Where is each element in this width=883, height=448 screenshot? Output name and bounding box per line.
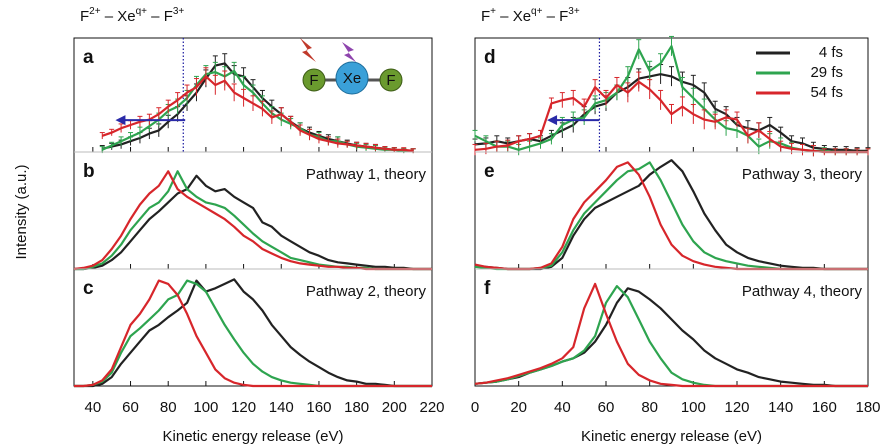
- x-tick-label: 60: [598, 399, 615, 416]
- x-tick-label: 220: [419, 399, 444, 416]
- x-tick-label: 100: [681, 399, 706, 416]
- panel-letter: e: [484, 161, 495, 182]
- series-line: [74, 279, 432, 388]
- x-axis-label: Kinetic energy release (eV): [163, 428, 344, 445]
- title-text: – Xe: [496, 8, 531, 25]
- atom-label: F: [386, 72, 395, 89]
- series-line: [73, 170, 432, 271]
- atom-label: F: [309, 72, 318, 89]
- series-line: [74, 170, 432, 271]
- x-axis-label: Kinetic energy release (eV): [581, 428, 762, 445]
- panel-annotation: Pathway 3, theory: [742, 166, 863, 183]
- panel-letter: a: [83, 47, 94, 68]
- x-tick-label: 140: [269, 399, 294, 416]
- legend-label: 54 fs: [810, 84, 843, 101]
- x-tick-label: 20: [510, 399, 527, 416]
- series-line: [474, 45, 868, 154]
- title-text: – Xe: [101, 8, 136, 25]
- laser-bolt: [300, 38, 316, 62]
- title-text: F: [80, 8, 89, 25]
- panel-annotation: Pathway 4, theory: [742, 283, 863, 300]
- y-axis-label: Intensity (a.u.): [13, 164, 30, 259]
- column-title: F+ – Xeq+ – F3+: [481, 6, 580, 25]
- title-text: F: [481, 8, 490, 25]
- panel-letter: f: [484, 278, 491, 299]
- laser-bolt: [342, 42, 356, 62]
- panel-annotation: Pathway 2, theory: [306, 283, 427, 300]
- x-tick-label: 40: [84, 399, 101, 416]
- title-sup: q+: [136, 6, 148, 17]
- title-sup: 2+: [89, 6, 101, 17]
- column-title: F2+ – Xeq+ – F3+: [80, 6, 184, 25]
- molecule-icon: [300, 38, 403, 95]
- series-line: [474, 80, 868, 154]
- panel-annotation: Pathway 1, theory: [306, 166, 427, 183]
- x-tick-label: 60: [122, 399, 139, 416]
- arrow-head: [547, 115, 558, 126]
- series-line: [101, 75, 414, 152]
- title-sup: 3+: [173, 6, 185, 17]
- title-text: – F: [542, 8, 568, 25]
- x-tick-label: 200: [382, 399, 407, 416]
- column-frame: [474, 37, 869, 387]
- x-tick-label: 100: [193, 399, 218, 416]
- panel-letter: c: [83, 278, 94, 299]
- series-line: [474, 282, 868, 388]
- x-tick-label: 120: [724, 399, 749, 416]
- x-tick-label: 80: [160, 399, 177, 416]
- x-tick-label: 160: [812, 399, 837, 416]
- x-tick-label: 0: [471, 399, 479, 416]
- title-sup: q+: [531, 6, 543, 17]
- arrow-head: [115, 115, 126, 126]
- x-tick-label: 160: [306, 399, 331, 416]
- title-text: – F: [147, 8, 173, 25]
- x-tick-label: 40: [554, 399, 571, 416]
- x-tick-label: 80: [641, 399, 658, 416]
- atom: [379, 68, 403, 92]
- x-tick-label: 140: [768, 399, 793, 416]
- atom: [302, 68, 326, 92]
- series-line: [74, 278, 432, 388]
- title-sup: 3+: [568, 6, 580, 17]
- atom-label: Xe: [343, 70, 361, 87]
- x-tick-label: 120: [231, 399, 256, 416]
- panel-letter: b: [83, 161, 95, 182]
- legend-label: 4 fs: [819, 44, 843, 61]
- series-line: [74, 174, 432, 271]
- legend-label: 29 fs: [810, 64, 843, 81]
- x-tick-label: 180: [855, 399, 880, 416]
- panel-letter: d: [484, 47, 496, 68]
- atom: [335, 61, 369, 95]
- title-sup: +: [490, 6, 496, 17]
- x-tick-label: 180: [344, 399, 369, 416]
